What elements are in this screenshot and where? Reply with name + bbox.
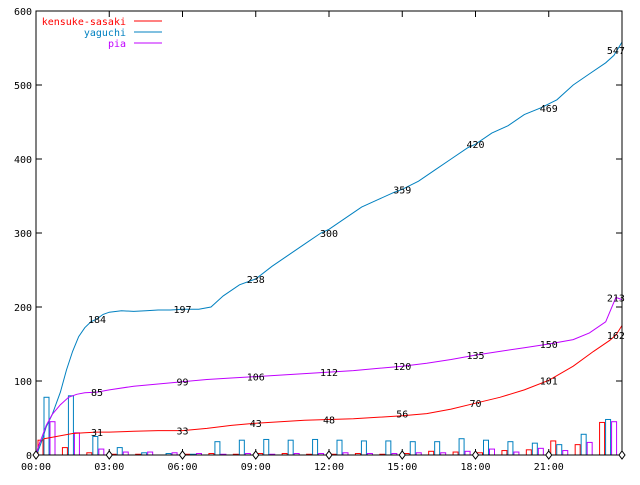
- hourly-bar-yaguchi: [556, 444, 563, 456]
- data-label-pia: 106: [247, 373, 265, 384]
- hourly-bar-pia: [98, 448, 105, 456]
- y-tick-label: 100: [14, 377, 32, 388]
- x-axis-marker: [325, 450, 333, 460]
- data-label-kensuke-sasaki: 56: [396, 410, 408, 421]
- hourly-bar-yaguchi: [214, 441, 221, 456]
- x-axis-marker: [252, 450, 260, 460]
- hourly-bar-pia: [611, 421, 618, 456]
- hourly-bar-pia: [586, 441, 593, 456]
- data-label-kensuke-sasaki: 33: [176, 427, 188, 438]
- data-label-kensuke-sasaki: 43: [250, 419, 262, 430]
- series-lines-group: [35, 41, 623, 456]
- data-labels-group: 31 33 43 48 56 70 101 162 184 197 238 300 359 420 469 5…: [88, 46, 625, 439]
- x-axis-marker: [398, 450, 406, 460]
- hourly-bar-yaguchi: [385, 440, 392, 456]
- data-label-yaguchi: 300: [320, 229, 338, 240]
- x-tick-label: 21:00: [534, 462, 564, 473]
- hourly-bar-kensuke-sasaki: [550, 440, 557, 456]
- data-label-yaguchi: 359: [393, 185, 411, 196]
- data-label-yaguchi: 238: [247, 275, 265, 286]
- data-label-pia: 112: [320, 368, 338, 379]
- data-label-pia: 213: [607, 293, 625, 304]
- data-label-kensuke-sasaki: 48: [323, 415, 335, 426]
- hourly-bar-yaguchi: [92, 436, 99, 456]
- hourly-bar-kensuke-sasaki: [574, 444, 581, 456]
- x-tick-label: 03:00: [94, 462, 124, 473]
- x-axis-marker: [178, 450, 187, 460]
- hourly-bar-yaguchi: [458, 438, 465, 456]
- series-line-yaguchi: [35, 41, 623, 456]
- hourly-bar-yaguchi: [116, 447, 123, 456]
- hourly-bar-pia: [537, 447, 544, 456]
- hourly-bar-yaguchi: [409, 441, 416, 456]
- data-label-kensuke-sasaki: 31: [91, 428, 103, 439]
- hourly-bar-yaguchi: [287, 439, 294, 456]
- hourly-bar-kensuke-sasaki: [501, 450, 508, 456]
- data-label-yaguchi: 469: [540, 104, 558, 115]
- y-tick-label: 600: [14, 7, 32, 18]
- y-tick-label: 200: [14, 303, 32, 314]
- hourly-bar-yaguchi: [507, 441, 514, 456]
- x-tick-label: 15:00: [387, 462, 417, 473]
- x-tick-label: 12:00: [314, 462, 344, 473]
- data-label-kensuke-sasaki: 162: [607, 331, 625, 342]
- hourly-bar-pia: [562, 450, 569, 456]
- hourly-bar-yaguchi: [238, 439, 245, 456]
- hourly-bar-kensuke-sasaki: [525, 449, 532, 456]
- data-label-yaguchi: 197: [173, 305, 191, 316]
- data-label-pia: 135: [466, 351, 484, 362]
- x-tick-label: 18:00: [460, 462, 490, 473]
- hourly-bar-kensuke-sasaki: [599, 421, 606, 456]
- x-axis-marker: [545, 450, 553, 460]
- y-tick-label: 0: [26, 451, 32, 462]
- hourly-bar-yaguchi: [360, 440, 367, 456]
- legend-label-yaguchi: yaguchi: [84, 28, 126, 39]
- hourly-bar-yaguchi: [263, 438, 270, 456]
- x-axis-marker: [471, 450, 480, 460]
- hourly-bar-yaguchi: [67, 395, 74, 456]
- hourly-bar-yaguchi: [605, 418, 612, 456]
- hourly-bar-pia: [49, 421, 56, 456]
- hourly-bar-yaguchi: [531, 442, 538, 456]
- x-axis-marker: [105, 450, 113, 460]
- data-label-yaguchi: 420: [466, 140, 484, 151]
- x-tick-label: 06:00: [167, 462, 197, 473]
- data-label-kensuke-sasaki: 101: [540, 376, 558, 387]
- y-tick-label: 500: [14, 81, 32, 92]
- data-label-pia: 99: [176, 378, 188, 389]
- hourly-bar-pia: [73, 432, 80, 456]
- hourly-bar-pia: [464, 450, 471, 456]
- legend-label-kensuke-sasaki: kensuke-sasaki: [42, 17, 126, 28]
- x-tick-label: 09:00: [241, 462, 271, 473]
- hourly-bar-yaguchi: [312, 438, 319, 456]
- data-label-pia: 85: [91, 388, 103, 399]
- hourly-bar-kensuke-sasaki: [428, 450, 435, 456]
- data-label-yaguchi: 184: [88, 315, 106, 326]
- hourly-bar-pia: [489, 448, 495, 456]
- hourly-bar-yaguchi: [483, 439, 489, 456]
- y-tick-label: 300: [14, 229, 32, 240]
- axes-group: 0 100 200 300 400 500 600 00:00 03:00 06:00 09:00 1…: [14, 7, 626, 473]
- hourly-bar-yaguchi: [336, 439, 343, 456]
- x-tick-label: 00:00: [21, 462, 51, 473]
- x-axis-marker: [32, 450, 40, 460]
- data-label-yaguchi: 547: [607, 46, 625, 57]
- data-label-kensuke-sasaki: 70: [469, 399, 481, 410]
- series-line-pia: [35, 296, 623, 456]
- hourly-bar-yaguchi: [434, 441, 441, 456]
- x-axis-marker: [618, 450, 626, 460]
- series-line-kensuke-sasaki: [35, 325, 623, 456]
- hourly-bar-yaguchi: [580, 433, 587, 456]
- data-label-pia: 150: [540, 340, 558, 351]
- y-tick-label: 400: [14, 155, 32, 166]
- hourly-bar-kensuke-sasaki: [61, 447, 68, 456]
- data-label-pia: 120: [393, 362, 411, 373]
- legend-label-pia: pia: [108, 39, 126, 50]
